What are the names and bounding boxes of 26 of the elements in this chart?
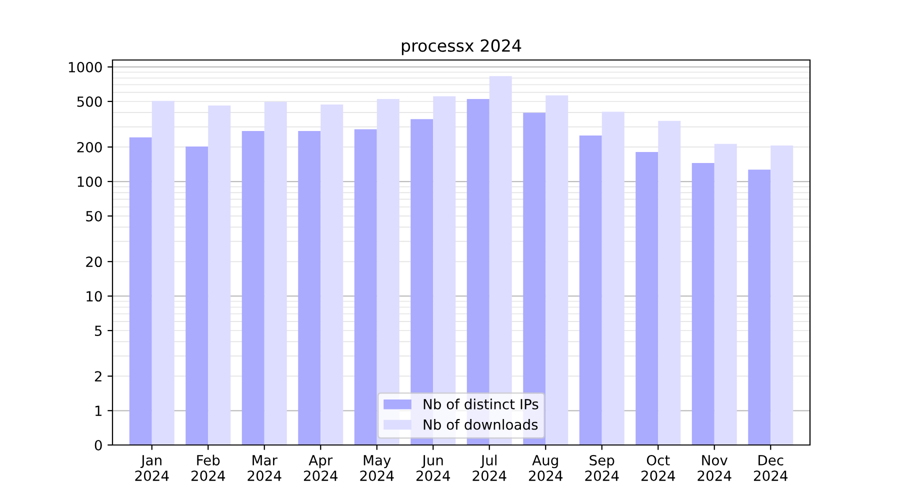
x-tick-label: Sep 2024 (585, 454, 619, 482)
x-tick-label: Feb 2024 (191, 454, 226, 482)
x-tick-label: Oct 2024 (641, 454, 676, 482)
x-tick-label: Apr 2024 (304, 455, 338, 482)
y-tick-label: 1000 (68, 62, 102, 72)
x-tick-label: Jan 2024 (135, 455, 169, 482)
legend-label: Nb of downloads (424, 419, 538, 430)
y-tick-label: 10 (86, 291, 102, 302)
x-tick-label: Nov 2024 (698, 455, 732, 482)
x-tick-label: Mar 2024 (248, 455, 282, 482)
x-tick-label: Jul 2024 (472, 454, 506, 482)
y-tick-label: 5 (95, 326, 102, 336)
x-tick-label: Aug 2024 (528, 455, 563, 482)
y-tick-label: 500 (77, 96, 102, 107)
y-tick-label: 100 (78, 176, 102, 187)
legend-label: Nb of distinct IPs (424, 398, 538, 410)
chart-title: processx 2024 (402, 39, 522, 56)
y-tick-label: 20 (86, 256, 102, 268)
x-tick-label: Jun 2024 (416, 455, 450, 482)
x-tick-label: May 2024 (360, 455, 394, 482)
y-tick-label: 1 (95, 406, 102, 416)
y-tick-label: 0 (94, 440, 102, 450)
x-tick-label: Dec 2024 (754, 455, 788, 482)
y-tick-label: 50 (86, 210, 102, 222)
y-tick-label: 200 (77, 142, 102, 152)
y-tick-label: 2 (94, 371, 102, 382)
